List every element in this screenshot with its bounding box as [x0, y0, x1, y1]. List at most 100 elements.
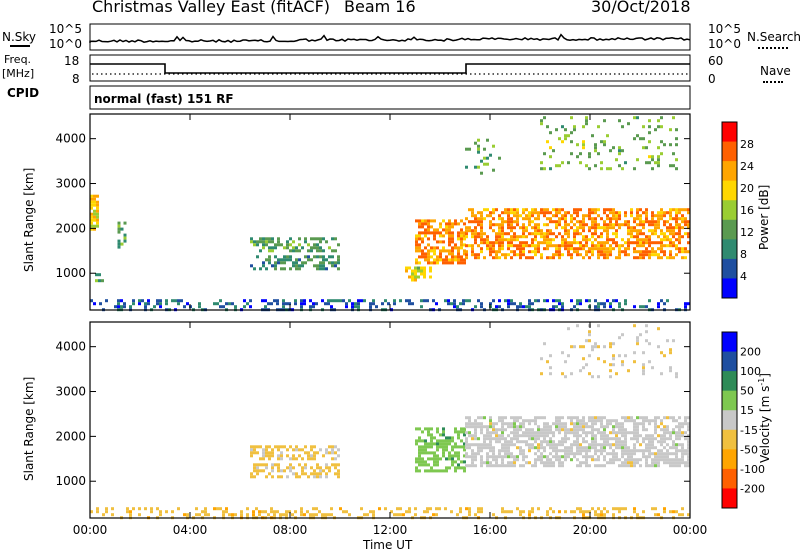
velocity-cell — [486, 455, 489, 459]
power-cell — [480, 305, 483, 309]
velocity-cell — [636, 428, 639, 432]
velocity-cell — [633, 434, 636, 438]
velocity-cell — [630, 461, 633, 465]
power-cell — [684, 250, 687, 254]
velocity-cell — [465, 431, 468, 435]
power-cell — [304, 255, 307, 259]
power-cell — [546, 247, 549, 251]
velocity-cell — [480, 422, 483, 426]
velocity-cell — [639, 443, 642, 447]
velocity-cell — [546, 431, 549, 435]
power-cell — [615, 235, 618, 239]
power-cell — [507, 217, 510, 221]
velocity-cell — [588, 510, 591, 514]
velocity-cell — [648, 437, 651, 441]
power-cell — [298, 258, 301, 262]
velocity-cell — [259, 445, 262, 449]
power-cell — [480, 235, 483, 239]
velocity-cell — [418, 439, 421, 443]
velocity-cell — [540, 455, 543, 459]
velocity-cell — [600, 452, 603, 456]
velocity-cell — [436, 439, 439, 443]
power-cell — [489, 253, 492, 257]
power-cell — [501, 211, 504, 215]
power-cell — [489, 220, 492, 224]
power-cell — [534, 223, 537, 227]
power-cell — [519, 235, 522, 239]
velocity-cell — [480, 446, 483, 450]
power-cell — [307, 255, 310, 259]
velocity-cell — [558, 510, 561, 514]
velocity-cell — [582, 446, 585, 450]
power-cell — [451, 240, 454, 244]
velocity-cell — [510, 440, 513, 444]
power-cell — [615, 256, 618, 260]
velocity-cell — [159, 513, 162, 517]
velocity-cell — [660, 419, 663, 423]
velocity-cell — [537, 446, 540, 450]
power-cell — [504, 220, 507, 224]
power-cell — [597, 250, 600, 254]
velocity-cell — [600, 443, 603, 447]
power-cell — [552, 214, 555, 218]
velocity-cell — [492, 458, 495, 462]
power-cell — [414, 272, 417, 276]
power-cell — [591, 232, 594, 236]
velocity-cell — [543, 342, 546, 346]
velocity-cell — [132, 507, 135, 511]
velocity-cell — [483, 443, 486, 447]
velocity-cell — [669, 510, 672, 514]
power-cell — [624, 247, 627, 251]
power-cell — [591, 235, 594, 239]
power-cell — [471, 211, 474, 215]
power-cell — [442, 219, 445, 223]
velocity-cell — [603, 425, 606, 429]
power-cell — [618, 223, 621, 227]
velocity-cell — [657, 461, 660, 465]
velocity-cell — [480, 461, 483, 465]
power-cell — [522, 241, 525, 245]
velocity-cell — [303, 513, 306, 517]
velocity-cell — [504, 443, 507, 447]
power-cell — [639, 305, 642, 309]
power-cell — [439, 258, 442, 262]
velocity-cell — [421, 430, 424, 434]
power-cell — [546, 235, 549, 239]
power-cell — [471, 220, 474, 224]
power-cell — [468, 244, 471, 248]
velocity-cell — [451, 445, 454, 449]
velocity-cell — [471, 452, 474, 456]
velocity-cell — [298, 454, 301, 458]
power-cell — [445, 258, 448, 262]
velocity-cell — [129, 513, 132, 517]
power-cell — [273, 299, 276, 303]
velocity-cell — [477, 422, 480, 426]
velocity-cell — [271, 469, 274, 473]
power-cell — [558, 247, 561, 251]
power-cell — [639, 223, 642, 227]
velocity-cell — [418, 460, 421, 464]
power-cell — [421, 255, 424, 259]
velocity-cell — [594, 513, 597, 517]
power-cell — [672, 226, 675, 230]
velocity-cell — [645, 446, 648, 450]
velocity-cell — [591, 419, 594, 423]
velocity-cell — [657, 434, 660, 438]
velocity-cell — [681, 446, 684, 450]
power-cell — [567, 253, 570, 257]
power-cell — [331, 255, 334, 259]
power-cell — [549, 220, 552, 224]
power-cell — [591, 211, 594, 215]
colorbar-segment — [722, 278, 737, 299]
velocity-cell — [558, 458, 561, 462]
velocity-cell — [549, 452, 552, 456]
velocity-cell — [277, 457, 280, 461]
velocity-cell — [150, 507, 153, 511]
velocity-cell — [331, 448, 334, 452]
power-cell — [147, 302, 150, 306]
power-cell — [225, 302, 228, 306]
power-cell — [439, 231, 442, 235]
velocity-cell — [492, 425, 495, 429]
velocity-cell — [424, 463, 427, 467]
velocity-cell — [642, 372, 645, 376]
